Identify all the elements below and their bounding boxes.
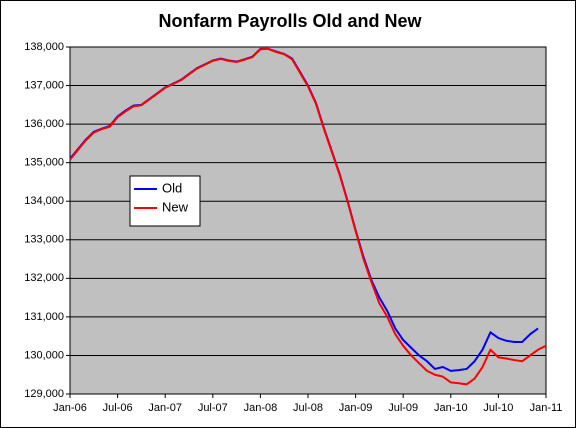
legend-box bbox=[129, 175, 201, 227]
y-tick-label: 136,000 bbox=[24, 118, 64, 130]
x-tick-label: Jul-06 bbox=[103, 402, 133, 414]
x-tick-label: Jan-10 bbox=[434, 402, 468, 414]
plot-border bbox=[69, 46, 547, 395]
y-tick-label: 138,000 bbox=[24, 41, 64, 53]
series-line bbox=[69, 47, 547, 386]
x-tick-label: Jul-07 bbox=[198, 402, 228, 414]
legend-label: New bbox=[162, 199, 189, 214]
x-tick-label: Jul-10 bbox=[483, 402, 513, 414]
x-tick-label: Jan-07 bbox=[148, 402, 182, 414]
y-tick-label: 129,000 bbox=[24, 388, 64, 400]
y-tick-label: 134,000 bbox=[24, 195, 64, 207]
y-tick-label: 131,000 bbox=[24, 311, 64, 323]
x-tick-label: Jan-06 bbox=[53, 402, 87, 414]
y-tick-label: 133,000 bbox=[24, 234, 64, 246]
y-tick-label: 132,000 bbox=[24, 272, 64, 284]
x-tick-label: Jan-08 bbox=[244, 402, 278, 414]
x-tick-label: Jul-08 bbox=[293, 402, 323, 414]
x-tick-label: Jul-09 bbox=[388, 402, 418, 414]
x-tick-label: Jan-09 bbox=[339, 402, 373, 414]
y-tick-label: 135,000 bbox=[24, 157, 64, 169]
x-tick-label: Jan-11 bbox=[530, 402, 563, 414]
y-tick-label: 130,000 bbox=[24, 349, 64, 361]
y-tick-label: 137,000 bbox=[24, 79, 64, 91]
chart-title: Nonfarm Payrolls Old and New bbox=[158, 11, 422, 31]
legend-label: Old bbox=[162, 180, 182, 195]
